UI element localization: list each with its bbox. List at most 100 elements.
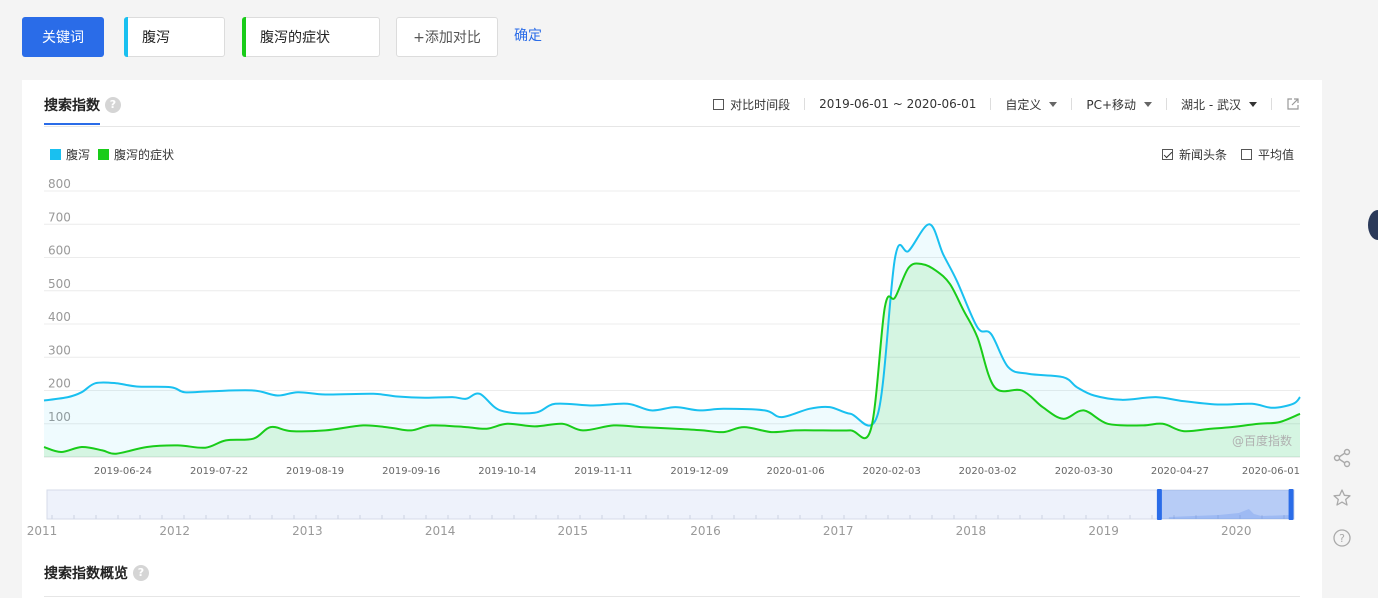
- help-icon[interactable]: ?: [105, 97, 121, 113]
- x-tick-label: 2019-11-11: [574, 466, 632, 477]
- chevron-down-icon: [1144, 101, 1153, 107]
- device-dropdown[interactable]: PC+移动: [1086, 96, 1153, 113]
- legend-swatch-series2: [98, 149, 110, 160]
- date-range-picker[interactable]: 2019-06-01 ~ 2020-06-01: [819, 97, 977, 111]
- news-label: 新闻头条: [1178, 148, 1227, 162]
- overview-divider: [44, 596, 1300, 597]
- x-tick-label: 2020-04-27: [1151, 466, 1209, 477]
- legend-label-series1: 腹泻: [66, 148, 91, 162]
- x-axis-labels: 2019-06-24 2019-07-22 2019-08-19 2019-09-16…: [94, 466, 1300, 477]
- overview-year-label: 2020: [1221, 524, 1252, 538]
- y-tick-label: 300: [48, 343, 71, 357]
- external-link-icon[interactable]: [1286, 97, 1300, 111]
- tab-divider: [44, 126, 1300, 127]
- legend-label-series2: 腹泻的症状: [114, 148, 175, 162]
- side-toolbar: ?: [1322, 438, 1362, 558]
- tab-search-index-label: 搜索指数: [44, 98, 100, 114]
- chart-legend: 腹泻 腹泻的症状: [50, 146, 182, 163]
- chart-grid: [44, 190, 1300, 458]
- keyword-button[interactable]: 关键词: [22, 17, 104, 57]
- overview-track: [46, 489, 1295, 520]
- keyword-input-1[interactable]: 腹泻: [124, 17, 225, 57]
- help-icon[interactable]: ?: [133, 565, 149, 581]
- y-tick-label: 200: [48, 377, 71, 391]
- x-tick-label: 2019-08-19: [286, 466, 344, 477]
- x-tick-label: 2019-07-22: [190, 466, 248, 477]
- custom-range-dropdown[interactable]: 自定义: [1005, 96, 1058, 113]
- overview-mini-series: [1168, 509, 1292, 519]
- compare-period-checkbox[interactable]: [713, 98, 725, 110]
- filter-separator: [1166, 98, 1168, 110]
- overview-title-label: 搜索指数概览: [44, 566, 128, 582]
- legend-swatch-series1: [50, 149, 61, 160]
- x-tick-label: 2020-03-02: [959, 466, 1017, 477]
- search-index-chart[interactable]: 100200300400500600700800 2019-06-242019-…: [22, 80, 1322, 598]
- overview-selection: [1158, 490, 1292, 519]
- overview-timeline: 2011 2012 2013 2014 2015 2016 2017 2018 2019 2020: [27, 489, 1295, 538]
- overview-section-title: 搜索指数概览 ?: [44, 563, 149, 583]
- y-tick-label: 600: [48, 244, 71, 258]
- chevron-down-icon: [1249, 101, 1257, 107]
- news-checkbox[interactable]: [1161, 149, 1173, 160]
- y-tick-label: 700: [48, 210, 71, 224]
- active-tab-underline: [44, 123, 100, 125]
- compare-period-label: 对比时间段: [730, 97, 791, 112]
- filter-separator: [990, 98, 992, 110]
- compare-period-toggle[interactable]: 对比时间段: [713, 96, 790, 113]
- average-checkbox[interactable]: [1240, 149, 1252, 160]
- custom-range-label: 自定义: [1005, 97, 1042, 112]
- series-areas: [44, 224, 1300, 457]
- x-tick-label: 2020-06-01: [1242, 466, 1300, 477]
- y-axis-labels: 100 200 300 400 500 600 700 800: [48, 177, 71, 424]
- chevron-down-icon: [1049, 101, 1058, 107]
- keyword-bar: 关键词 腹泻 腹泻的症状 +添加对比 确定: [22, 17, 542, 57]
- series-line-1: [43, 223, 1301, 427]
- series-lines: [43, 223, 1301, 455]
- filter-bar: 对比时间段 2019-06-01 ~ 2020-06-01 自定义 PC+移动 …: [713, 94, 1300, 114]
- share-button[interactable]: [1322, 438, 1362, 478]
- average-toggle[interactable]: 平均值: [1240, 146, 1294, 163]
- overview-year-label: 2019: [1088, 524, 1119, 538]
- overview-handle-right: [1288, 489, 1294, 520]
- legend-item-series2[interactable]: 腹泻的症状: [98, 146, 174, 163]
- region-dropdown[interactable]: 湖北 - 武汉: [1181, 96, 1257, 113]
- floating-widget-edge[interactable]: [1368, 210, 1378, 240]
- add-compare-button[interactable]: +添加对比: [396, 17, 498, 57]
- series-line-2: [43, 262, 1301, 455]
- keyword-input-2[interactable]: 腹泻的症状: [242, 17, 380, 57]
- help-button[interactable]: ?: [1322, 518, 1362, 558]
- overview-year-label: 2017: [823, 524, 854, 538]
- x-tick-label: 2019-09-16: [382, 466, 440, 477]
- tab-search-index[interactable]: 搜索指数 ?: [44, 95, 121, 115]
- overview-year-label: 2018: [956, 524, 987, 538]
- series-area-1: [44, 224, 1300, 457]
- chart-options: 新闻头条 平均值: [1148, 146, 1294, 163]
- svg-text:?: ?: [1339, 532, 1345, 545]
- x-tick-label: 2019-06-24: [94, 466, 152, 477]
- favorite-button[interactable]: [1322, 478, 1362, 518]
- filter-separator: [804, 98, 806, 110]
- filter-separator: [1071, 98, 1073, 110]
- overview-year-label: 2011: [27, 524, 58, 538]
- confirm-link[interactable]: 确定: [514, 28, 542, 44]
- search-index-card: 搜索指数 ? 对比时间段 2019-06-01 ~ 2020-06-01 自定义…: [22, 80, 1322, 598]
- overview-year-label: 2013: [292, 524, 323, 538]
- legend-item-series1[interactable]: 腹泻: [50, 146, 90, 163]
- y-tick-label: 400: [48, 310, 71, 324]
- y-tick-label: 100: [48, 410, 71, 424]
- overview-year-label: 2014: [425, 524, 456, 538]
- overview-year-label: 2015: [558, 524, 589, 538]
- x-tick-label: 2019-10-14: [478, 466, 536, 477]
- x-tick-label: 2020-03-30: [1055, 466, 1113, 477]
- region-label: 湖北 - 武汉: [1181, 97, 1241, 112]
- device-label: PC+移动: [1086, 97, 1137, 112]
- star-icon: [1333, 489, 1351, 506]
- news-toggle[interactable]: 新闻头条: [1161, 146, 1227, 163]
- watermark: @百度指数: [1232, 433, 1292, 448]
- filter-separator: [1271, 98, 1272, 110]
- share-icon: [1333, 448, 1351, 468]
- x-tick-label: 2019-12-09: [670, 466, 728, 477]
- x-tick-label: 2020-02-03: [863, 466, 921, 477]
- y-tick-label: 800: [48, 177, 71, 191]
- overview-year-label: 2012: [159, 524, 190, 538]
